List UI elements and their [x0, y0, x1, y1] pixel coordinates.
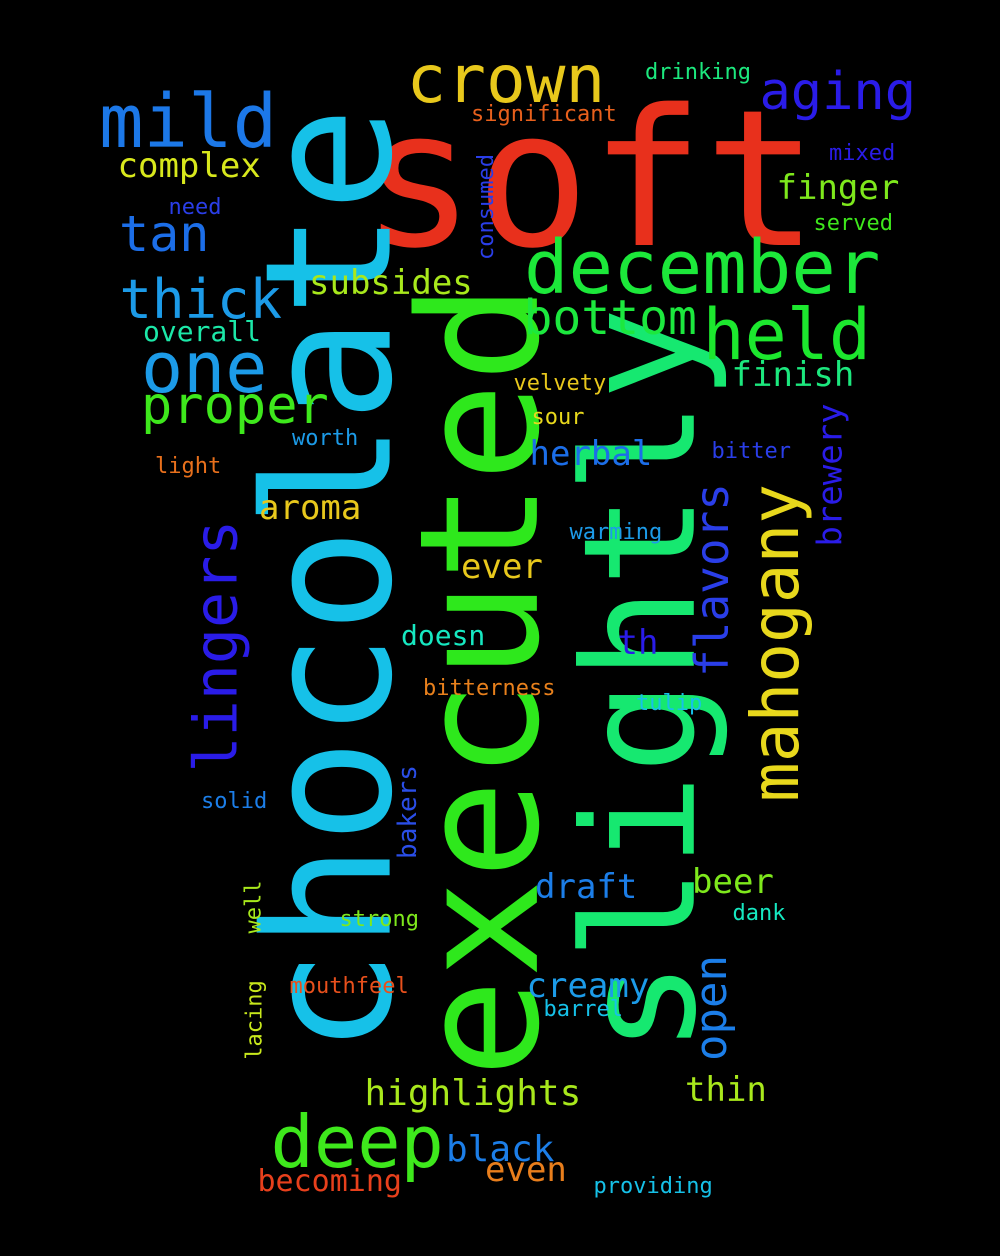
word-black: black [446, 1129, 555, 1170]
word-soft: soft [361, 69, 819, 290]
word-providing: providing [593, 1174, 713, 1199]
word-beer: beer [692, 862, 774, 902]
word-subsides: subsides [309, 263, 473, 303]
word-solid: solid [201, 789, 268, 814]
word-drinking: drinking [645, 60, 751, 85]
word-becoming: becoming [257, 1164, 403, 1199]
word-held: held [702, 294, 872, 376]
word-well: well [240, 880, 266, 934]
word-draft: draft [535, 867, 638, 907]
word-creamy: creamy [526, 966, 650, 1006]
word-crown: crown [406, 41, 606, 118]
word-overall: overall [143, 315, 262, 348]
word-doesn: doesn [401, 619, 486, 652]
word-strong: strong [339, 907, 419, 932]
word-bitter: bitter [711, 439, 791, 464]
word-open: open [685, 955, 737, 1061]
word-even: even [485, 1150, 567, 1190]
word-mahogany: mahogany [736, 484, 814, 802]
word-complex: complex [117, 146, 261, 186]
word-ever: ever [461, 547, 543, 587]
word-served: served [813, 211, 893, 236]
word-proper: proper [141, 376, 329, 436]
word-worth: worth [292, 426, 359, 451]
word-significant: significant [471, 102, 617, 127]
word-finish: finish [731, 355, 855, 395]
word-need: need [168, 195, 222, 220]
word-december: december [524, 225, 881, 311]
word-dank: dank [732, 901, 786, 926]
word-highlights: highlights [364, 1073, 582, 1114]
word-light: light [155, 454, 222, 479]
word-velvety: velvety [513, 371, 607, 396]
word-thick: thick [119, 268, 283, 331]
word-deep: deep [270, 1100, 444, 1184]
word-one: one [141, 327, 268, 409]
word-thin: thin [685, 1070, 767, 1110]
word-barrel: barrel [543, 997, 623, 1022]
word-lacing: lacing [242, 980, 268, 1060]
word-th: th [617, 623, 659, 663]
word-brewery: brewery [810, 403, 851, 547]
word-bottom: bottom [523, 290, 697, 346]
word-lingers: lingers [180, 519, 251, 773]
word-sour: sour [531, 405, 585, 430]
word-aroma: aroma [259, 488, 362, 528]
word-mixed: mixed [829, 141, 896, 166]
word-consumed: consumed [473, 154, 499, 260]
word-warming: warming [569, 520, 663, 545]
word-slightly: slightly [549, 306, 731, 1054]
word-tan: tan [119, 205, 210, 263]
word-tulip: tulip [636, 691, 703, 716]
word-bitterness: bitterness [423, 676, 556, 701]
word-aging: aging [759, 62, 917, 122]
word-finger: finger [776, 168, 900, 208]
word-mouthfeel: mouthfeel [289, 974, 409, 999]
word-bakers: bakers [392, 765, 423, 859]
word-herbal: herbal [529, 434, 653, 474]
word-flavors: flavors [684, 483, 739, 677]
word-mild: mild [99, 79, 278, 165]
